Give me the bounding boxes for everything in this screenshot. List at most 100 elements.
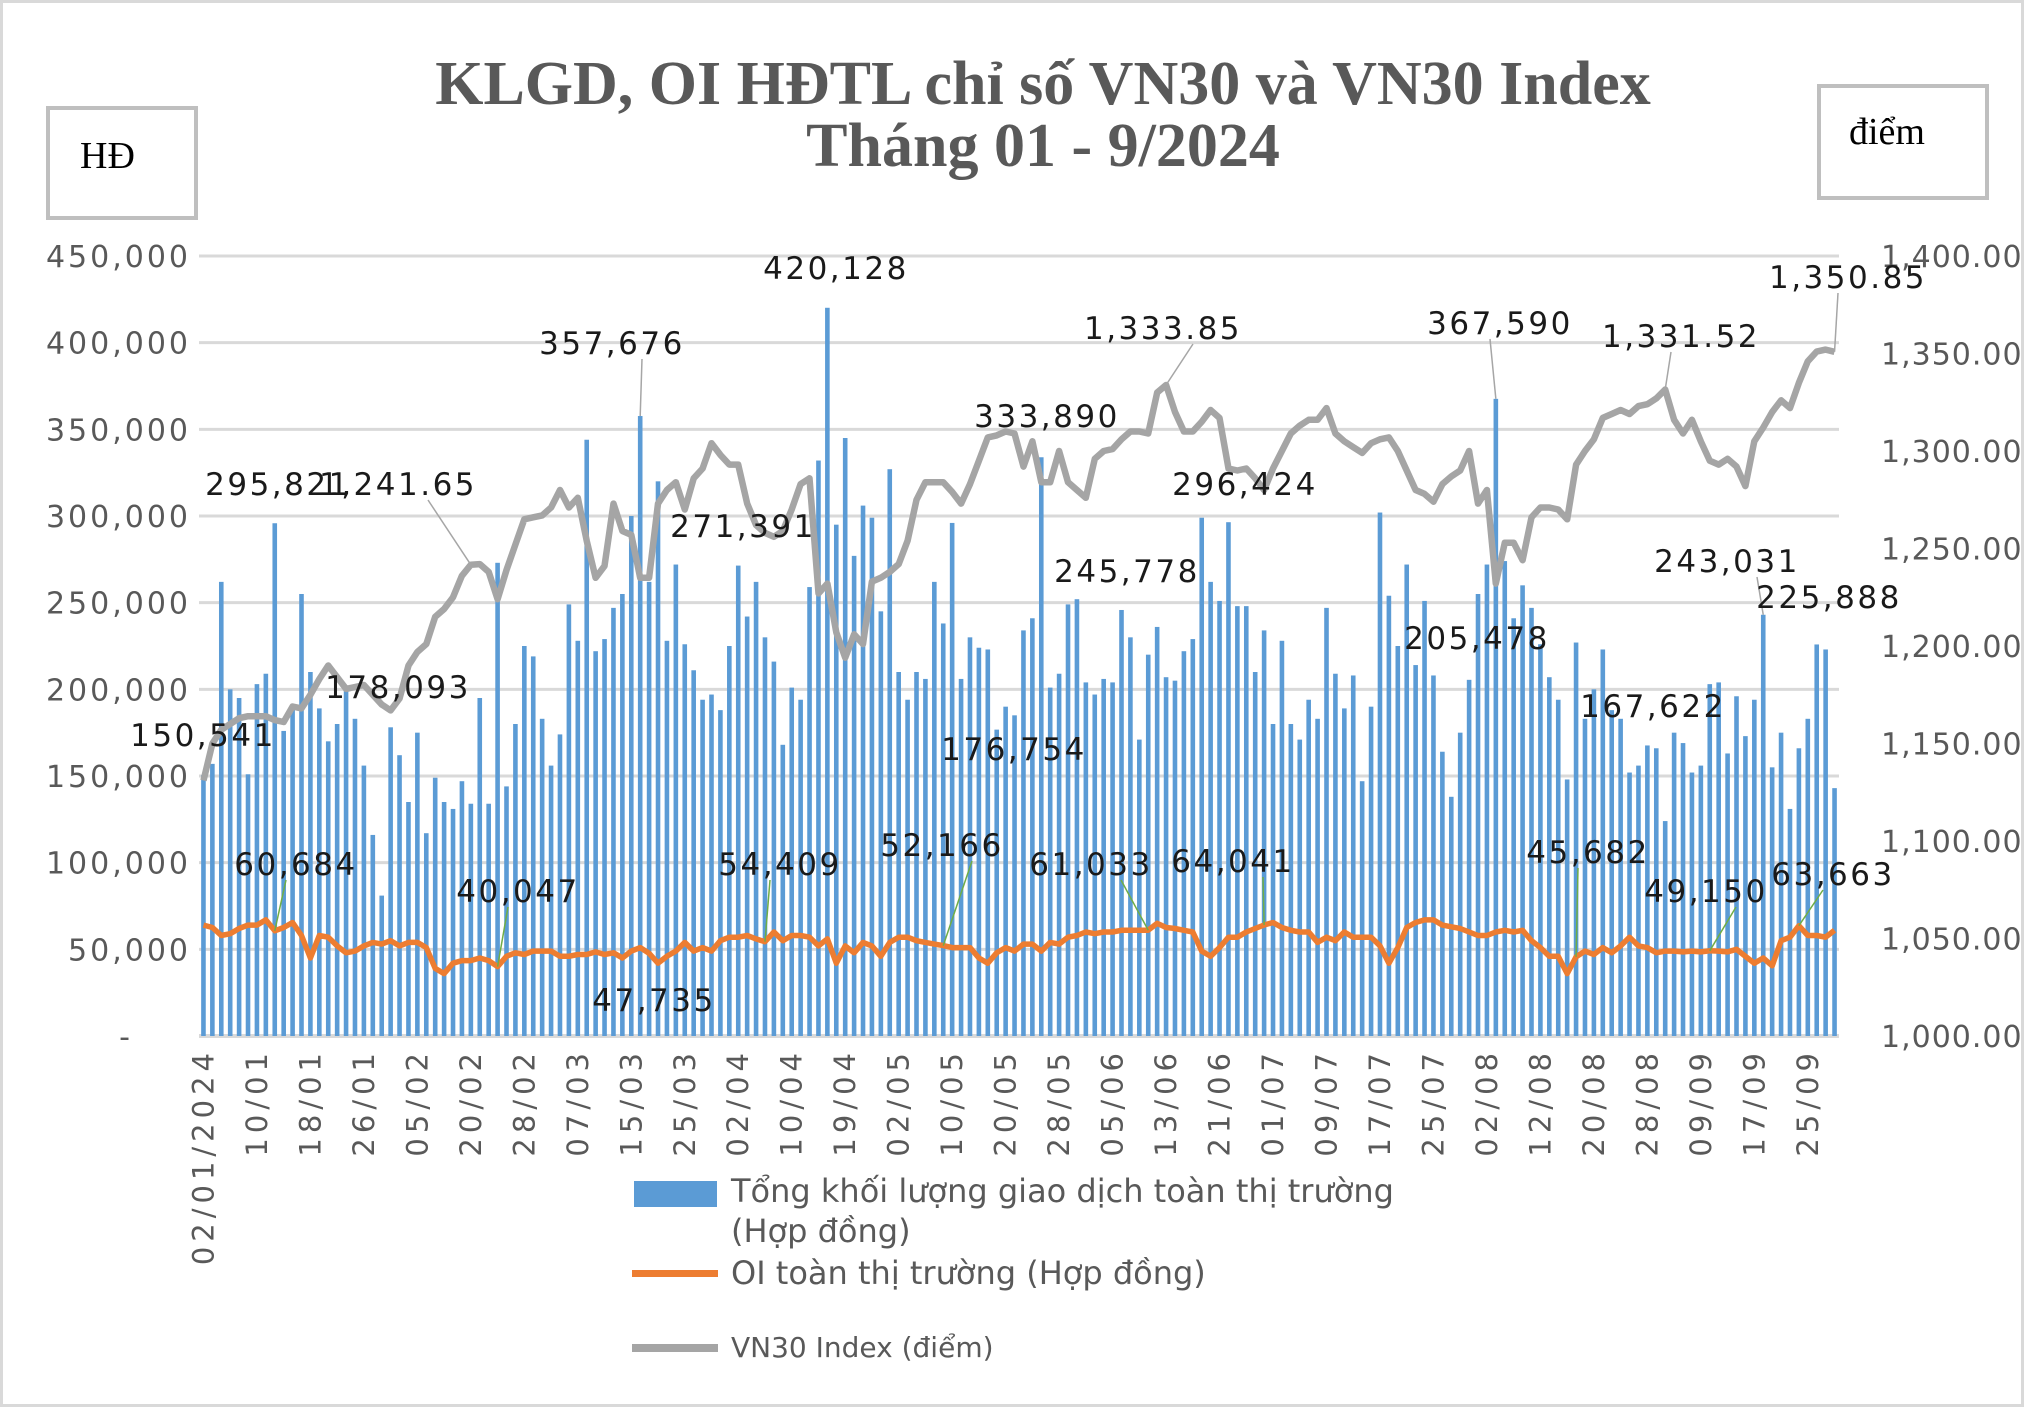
volume-bar: [932, 581, 937, 1036]
volume-bar: [789, 687, 795, 1036]
data-label: 205,478: [1404, 621, 1550, 657]
data-label-leader-line: [1756, 576, 1764, 615]
volume-bar: [584, 439, 590, 1036]
volume-bar: [254, 684, 260, 1036]
x-axis-tick-label: 02/01/2024: [186, 1048, 220, 1265]
x-axis-tick-label: 01/07: [1256, 1048, 1290, 1157]
volume-bar: [1030, 618, 1035, 1036]
volume-bar: [1172, 680, 1178, 1036]
volume-bar: [1493, 398, 1499, 1036]
volume-bar: [682, 644, 688, 1036]
volume-bar: [914, 672, 919, 1036]
data-label: 1,331.52: [1602, 319, 1760, 355]
left-axis-tick-label: 250,000: [46, 587, 191, 622]
volume-bar: [1038, 457, 1044, 1036]
volume-bar: [522, 646, 527, 1036]
data-label-leader-line: [639, 358, 643, 417]
volume-bar: [530, 656, 536, 1036]
data-label: 333,890: [974, 399, 1120, 435]
volume-bar: [566, 604, 572, 1036]
volume-bar: [1252, 672, 1258, 1036]
data-label-leader-line: [1833, 292, 1839, 352]
volume-bar: [370, 834, 376, 1036]
volume-bar: [1752, 699, 1757, 1036]
volume-bar: [352, 718, 358, 1036]
data-label: 49,150: [1644, 874, 1767, 910]
volume-bar: [1582, 718, 1588, 1036]
volume-bar: [1092, 694, 1098, 1036]
right-axis-tick-label: 1,200.00: [1881, 630, 2023, 665]
volume-bar: [1573, 642, 1579, 1036]
right-axis-tick-label: 1,050.00: [1881, 923, 2023, 958]
volume-bar: [290, 706, 295, 1036]
volume-bar: [602, 639, 607, 1036]
legend-volume-label: Tổng khối lượng giao dịch toàn thị trườn…: [731, 1171, 1394, 1251]
volume-bar: [201, 775, 206, 1036]
volume-bar: [700, 699, 705, 1036]
volume-bar: [1698, 765, 1704, 1036]
left-axis-tick-label: 50,000: [68, 933, 191, 968]
volume-bar: [1386, 595, 1392, 1036]
volume-bar: [272, 523, 278, 1036]
volume-bar: [1377, 512, 1383, 1036]
x-axis-tick-label: 13/06: [1149, 1048, 1183, 1157]
data-label: 245,778: [1054, 554, 1200, 590]
volume-bar: [317, 708, 322, 1036]
volume-bar: [1243, 606, 1249, 1036]
data-label: 61,033: [1029, 847, 1152, 883]
volume-bar: [450, 808, 456, 1036]
left-axis-tick-label: 300,000: [46, 500, 191, 535]
volume-bar: [1065, 604, 1071, 1036]
volume-bar: [887, 469, 893, 1036]
data-label-leader-line: [1489, 338, 1497, 399]
volume-bar: [1083, 682, 1089, 1036]
volume-bar: [281, 730, 286, 1036]
data-label-leader-line: [1262, 876, 1265, 926]
volume-bar: [263, 673, 269, 1036]
volume-bar: [1279, 640, 1285, 1036]
volume-bar: [1074, 599, 1080, 1036]
x-axis-tick-label: 15/03: [614, 1048, 648, 1157]
x-axis-tick-label: 10/05: [935, 1048, 969, 1157]
volume-bar: [655, 481, 661, 1036]
data-label-leader-line: [496, 906, 509, 967]
volume-bar: [1306, 699, 1311, 1036]
volume-bar: [620, 594, 625, 1036]
volume-bar: [709, 694, 714, 1036]
volume-bar: [1778, 732, 1784, 1036]
volume-bar: [1716, 682, 1721, 1036]
volume-bar: [798, 699, 803, 1036]
oi-line: [202, 917, 1837, 977]
volume-bar: [548, 765, 554, 1036]
volume-bar: [735, 565, 741, 1036]
data-label-leader-line: [764, 879, 771, 942]
volume-bar: [1671, 732, 1677, 1036]
x-axis-tick-label: 09/09: [1684, 1048, 1718, 1157]
data-label: 60,684: [234, 847, 357, 883]
data-label: 243,031: [1654, 544, 1800, 580]
volume-bar: [905, 699, 910, 1036]
legend-volume-swatch: [634, 1181, 717, 1207]
volume-bar: [753, 581, 759, 1036]
volume-bar: [468, 803, 474, 1036]
volume-bar: [985, 649, 991, 1036]
data-label-leader-line: [942, 860, 973, 946]
volume-bar: [1404, 564, 1410, 1036]
volume-bar: [227, 689, 233, 1036]
volume-bar: [958, 678, 964, 1036]
right-axis-tick-label: 1,100.00: [1881, 825, 2023, 860]
volume-bar: [539, 718, 545, 1036]
data-label: 271,391: [670, 509, 816, 545]
volume-bar: [1056, 673, 1062, 1036]
volume-bar: [325, 741, 331, 1036]
data-label: 367,590: [1427, 306, 1573, 342]
volume-bar: [807, 587, 812, 1036]
data-label: 1,333.85: [1084, 311, 1242, 347]
left-axis-tick-label: 150,000: [46, 760, 191, 795]
x-axis-tick-label: 18/01: [293, 1048, 327, 1157]
volume-bar: [1662, 821, 1668, 1036]
data-label: 63,663: [1771, 857, 1894, 893]
volume-bar: [513, 724, 518, 1036]
volume-bar: [1805, 718, 1811, 1036]
volume-bar: [860, 505, 866, 1037]
